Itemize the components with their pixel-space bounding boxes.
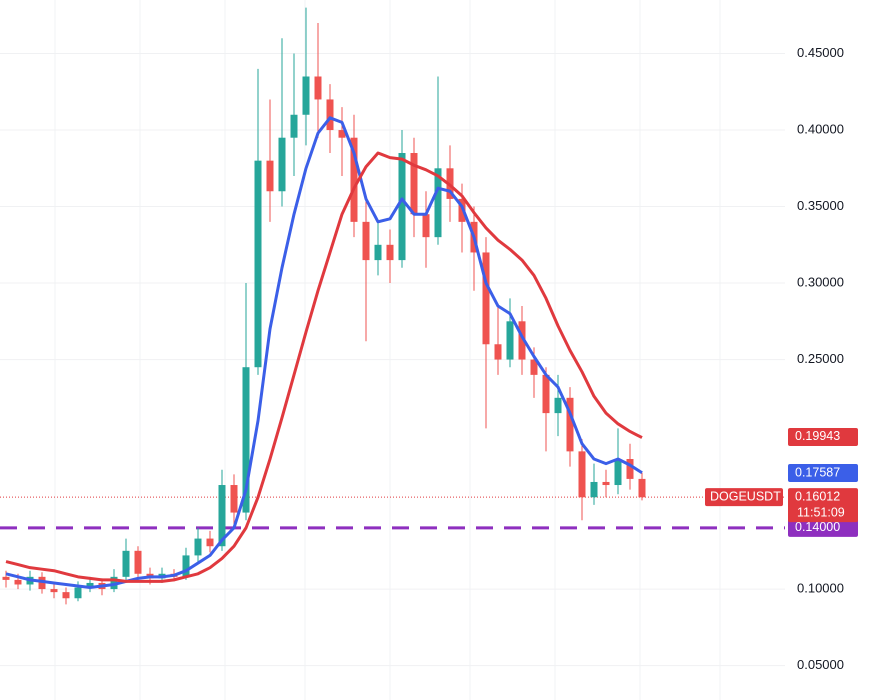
candle-body <box>494 344 502 360</box>
y-tick-label: 0.10000 <box>797 581 844 596</box>
candle-body <box>266 160 274 192</box>
candle-body <box>506 321 514 360</box>
moving-average-line <box>5 116 643 590</box>
candle-body <box>242 367 250 513</box>
candle-body <box>2 576 10 580</box>
symbol-tag-bg <box>705 488 783 507</box>
candle-body <box>374 244 382 261</box>
candle-body <box>278 137 286 192</box>
candle-body <box>434 168 442 238</box>
candle-body <box>614 459 622 486</box>
ma-price-tag-bg <box>788 463 858 482</box>
candle-body <box>482 252 490 345</box>
candle-body <box>578 451 586 498</box>
candle-body <box>86 582 94 588</box>
candle-body <box>398 153 406 261</box>
level-tag: 0.14000 <box>795 520 840 534</box>
candle-body <box>350 137 358 222</box>
candle-body <box>290 114 298 138</box>
candle-body <box>386 244 394 261</box>
candle-body <box>62 592 70 599</box>
y-tick-label: 0.25000 <box>797 351 844 366</box>
candle-body <box>638 478 646 498</box>
level-tag-bg <box>788 518 858 537</box>
y-tick-label: 0.35000 <box>797 198 844 213</box>
y-tick-label: 0.30000 <box>797 274 844 289</box>
candle-body <box>230 485 238 513</box>
candle-body <box>206 538 214 547</box>
candle-body <box>218 485 226 547</box>
candle-body <box>338 130 346 138</box>
candle-body <box>134 550 142 574</box>
candle-body <box>542 374 550 414</box>
candle-body <box>38 576 46 590</box>
ma-price-tag: 0.17587 <box>795 465 840 479</box>
countdown: 11:51:09 <box>797 505 845 519</box>
ma-price-tag-bg <box>788 427 858 446</box>
candle-body <box>302 76 310 115</box>
moving-average-line <box>5 151 643 583</box>
candle-body <box>14 579 22 585</box>
candle-body <box>362 221 370 261</box>
candle-body <box>194 538 202 556</box>
y-tick-label: 0.40000 <box>797 121 844 136</box>
vertical-grid <box>54 0 721 700</box>
last-price-tag-bg <box>788 488 858 523</box>
candle-body <box>422 214 430 238</box>
candle-body <box>182 555 190 577</box>
last-price-tag: 0.16012 <box>795 489 840 503</box>
candle-body <box>590 481 598 498</box>
candle-body <box>410 153 418 215</box>
candle-body <box>326 99 334 131</box>
candle-body <box>530 359 538 375</box>
candle-body <box>50 589 58 593</box>
candle-body <box>74 587 82 599</box>
candle-body <box>626 459 634 479</box>
candle-body <box>314 76 322 100</box>
candle-body <box>602 481 610 486</box>
y-tick-label: 0.45000 <box>797 45 844 60</box>
symbol-tag: DOGEUSDT <box>710 489 781 503</box>
candle-body <box>554 397 562 414</box>
candle-body <box>122 550 130 577</box>
candle-body <box>566 397 574 452</box>
ma-price-tag: 0.19943 <box>795 429 840 443</box>
candle-body <box>518 321 526 360</box>
candle-body <box>254 160 262 368</box>
y-tick-label: 0.05000 <box>797 657 844 672</box>
